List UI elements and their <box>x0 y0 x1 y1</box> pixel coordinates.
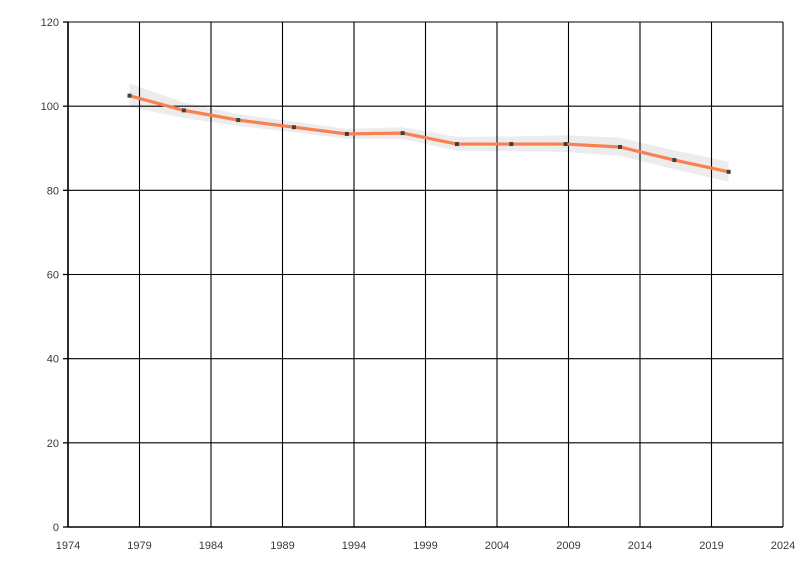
x-axis-tick-label: 1989 <box>270 540 294 552</box>
data-point-marker <box>672 158 677 163</box>
gridlines-group <box>67 21 784 527</box>
y-axis-tick-label: 40 <box>47 354 59 366</box>
x-axis-tick-label: 1979 <box>127 540 151 552</box>
data-point-marker <box>509 142 514 147</box>
data-point-marker <box>291 125 296 130</box>
series-line-group <box>127 94 731 174</box>
x-axis-tick-label: 1974 <box>56 540 80 552</box>
x-axis-tick-label: 1999 <box>413 540 437 552</box>
y-axis-ticks-group: 0 20 40 60 80 100 120 <box>41 17 68 534</box>
confidence-band-group <box>129 83 729 182</box>
data-point-marker <box>400 131 405 136</box>
y-axis-tick-label: 0 <box>53 522 59 534</box>
data-point-marker <box>181 108 186 113</box>
x-axis-tick-label: 2004 <box>485 540 509 552</box>
x-axis-tick-label: 1994 <box>342 540 366 552</box>
data-point-markers-group <box>127 93 731 174</box>
confidence-band <box>129 83 729 182</box>
x-axis-tick-label: 2024 <box>771 540 795 552</box>
x-axis-tick-label: 2009 <box>556 540 580 552</box>
series-line <box>127 94 731 174</box>
x-axis-tick-label: 2019 <box>699 540 723 552</box>
x-axis-ticks-group: 1974 1979 1984 1989 1994 1999 2004 2009 2014 2019… <box>56 540 795 552</box>
y-axis-tick-label: 100 <box>41 101 59 113</box>
data-point-marker <box>617 144 622 149</box>
y-axis-tick-label: 80 <box>47 185 59 197</box>
data-point-marker <box>236 118 241 123</box>
y-axis-tick-label: 60 <box>47 270 59 282</box>
x-axis-tick-label: 2014 <box>628 540 652 552</box>
x-axis-tick-label: 1984 <box>199 540 223 552</box>
data-point-marker <box>344 131 349 136</box>
data-point-marker <box>454 142 459 147</box>
y-axis-tick-label: 120 <box>41 17 59 29</box>
data-point-marker <box>127 93 132 98</box>
data-point-marker <box>563 142 568 147</box>
data-point-marker <box>726 169 731 174</box>
y-axis-tick-label: 20 <box>47 438 59 450</box>
